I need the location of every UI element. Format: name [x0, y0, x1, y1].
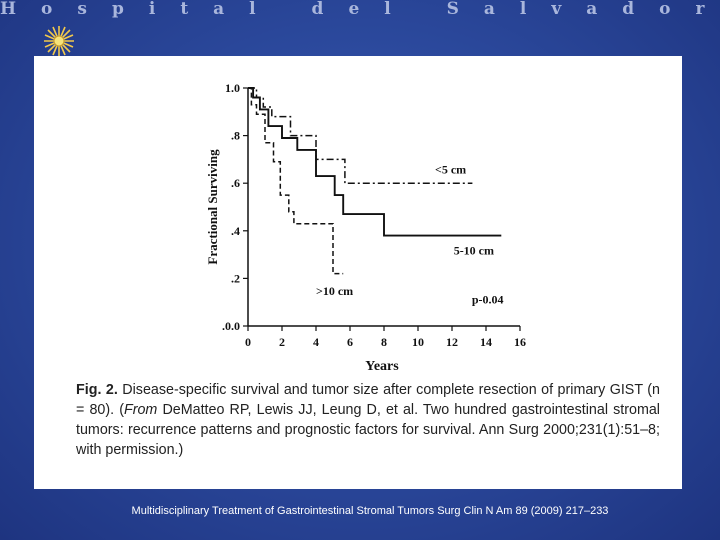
x-tick-label: 2 — [279, 335, 285, 349]
x-axis-title: Years — [365, 359, 399, 374]
x-tick-label: 10 — [412, 335, 424, 349]
y-tick-label: .6 — [231, 176, 240, 190]
x-tick-label: 4 — [313, 335, 319, 349]
figure-panel: 0 2 4 6 8 10 12 14 16 .0.0 .2 .4 .6 .8 1.0 Years Fractio… — [34, 56, 682, 489]
chart-axes: 0 2 4 6 8 10 12 14 16 .0.0 .2 .4 .6 .8 1.0 Years Fractio… — [205, 81, 526, 374]
x-tick-label: 16 — [514, 335, 526, 349]
series-label: 5-10 cm — [454, 244, 494, 258]
x-tick-label: 12 — [446, 335, 458, 349]
y-tick-label: .8 — [231, 129, 240, 143]
caption-text-part1: Disease-specific survival and tumor size… — [76, 382, 660, 418]
series-label: <5 cm — [435, 163, 466, 177]
p-value-annotation: p-0.04 — [472, 292, 504, 306]
x-tick-label: 14 — [480, 335, 492, 349]
series-label: >10 cm — [316, 284, 353, 298]
series-line-2 — [248, 87, 502, 237]
sun-emblem-icon — [44, 26, 74, 56]
page-title: Hospital del Salvador — [0, 0, 720, 19]
chart-series-layer — [248, 87, 502, 275]
x-tick-label: 0 — [245, 335, 251, 349]
figure-caption: Fig. 2. Disease-specific survival and tu… — [76, 380, 660, 460]
y-tick-label: .4 — [231, 224, 240, 238]
y-tick-label: .0.0 — [222, 319, 240, 333]
caption-from: From — [123, 402, 158, 418]
caption-figure-label: Fig. 2. — [76, 382, 118, 398]
x-tick-label: 6 — [347, 335, 353, 349]
series-line-3 — [248, 87, 344, 275]
survival-chart: 0 2 4 6 8 10 12 14 16 .0.0 .2 .4 .6 .8 1.0 Years Fractio… — [205, 81, 526, 374]
x-tick-label: 8 — [381, 335, 387, 349]
y-tick-label: .2 — [231, 271, 240, 285]
caption-text-part2: DeMatteo RP, Lewis JJ, Leung D, et al. T… — [76, 402, 660, 458]
y-axis-title: Fractional Surviving — [205, 149, 220, 265]
chart-labels-layer: <5 cm 5-10 cm >10 cm p-0.04 — [316, 163, 504, 307]
y-tick-label: 1.0 — [225, 81, 240, 95]
footer-citation: Multidisciplinary Treatment of Gastroint… — [131, 505, 609, 517]
